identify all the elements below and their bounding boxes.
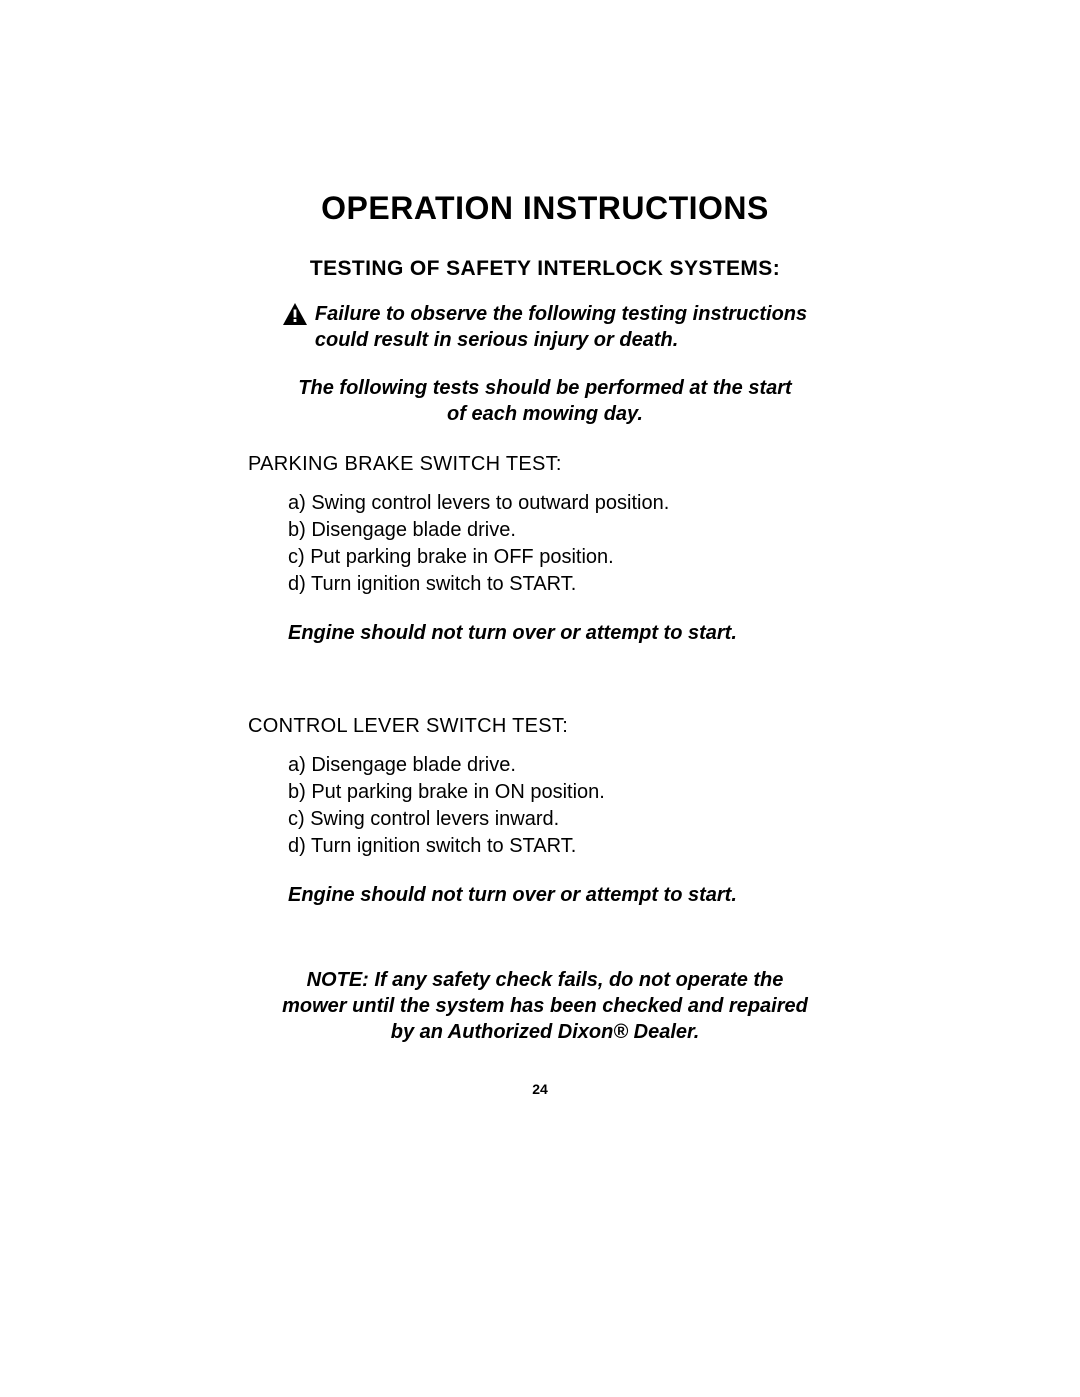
page-title: OPERATION INSTRUCTIONS [230, 190, 860, 227]
test2-step-b: b) Put parking brake in ON position. [288, 779, 860, 806]
warning-block: Failure to observe the following testing… [230, 301, 860, 353]
test1-result: Engine should not turn over or attempt t… [288, 622, 860, 645]
note-line-3: by an Authorized Dixon® Dealer. [391, 1021, 700, 1043]
test2-steps: a) Disengage blade drive. b) Put parking… [288, 752, 860, 860]
intro-line-2: of each mowing day. [447, 403, 643, 425]
note-line-2: mower until the system has been checked … [282, 995, 808, 1017]
test1-steps: a) Swing control levers to outward posit… [288, 490, 860, 598]
test2-step-d: d) Turn ignition switch to START. [288, 833, 860, 860]
test2-step-c: c) Swing control levers inward. [288, 806, 860, 833]
warning-line-1: Failure to observe the following testing… [315, 303, 807, 325]
test2-step-a: a) Disengage blade drive. [288, 752, 860, 779]
test1-heading: PARKING BRAKE SWITCH TEST: [248, 453, 860, 476]
intro-line-1: The following tests should be performed … [298, 377, 791, 399]
test1-step-d: d) Turn ignition switch to START. [288, 571, 860, 598]
section-subtitle: TESTING OF SAFETY INTERLOCK SYSTEMS: [230, 257, 860, 281]
warning-line-2: could result in serious injury or death. [315, 329, 678, 351]
note-line-1: NOTE: If any safety check fails, do not … [307, 969, 784, 991]
intro-text: The following tests should be performed … [265, 375, 825, 427]
document-page: OPERATION INSTRUCTIONS TESTING OF SAFETY… [0, 0, 1080, 1397]
page-number: 24 [0, 1081, 1080, 1097]
test1-step-b: b) Disengage blade drive. [288, 517, 860, 544]
test1-step-c: c) Put parking brake in OFF position. [288, 544, 860, 571]
warning-icon [283, 303, 307, 325]
test2-result: Engine should not turn over or attempt t… [288, 884, 860, 907]
test2-heading: CONTROL LEVER SWITCH TEST: [248, 715, 860, 738]
test1-step-a: a) Swing control levers to outward posit… [288, 490, 860, 517]
warning-text: Failure to observe the following testing… [315, 301, 807, 353]
note-text: NOTE: If any safety check fails, do not … [250, 967, 840, 1045]
